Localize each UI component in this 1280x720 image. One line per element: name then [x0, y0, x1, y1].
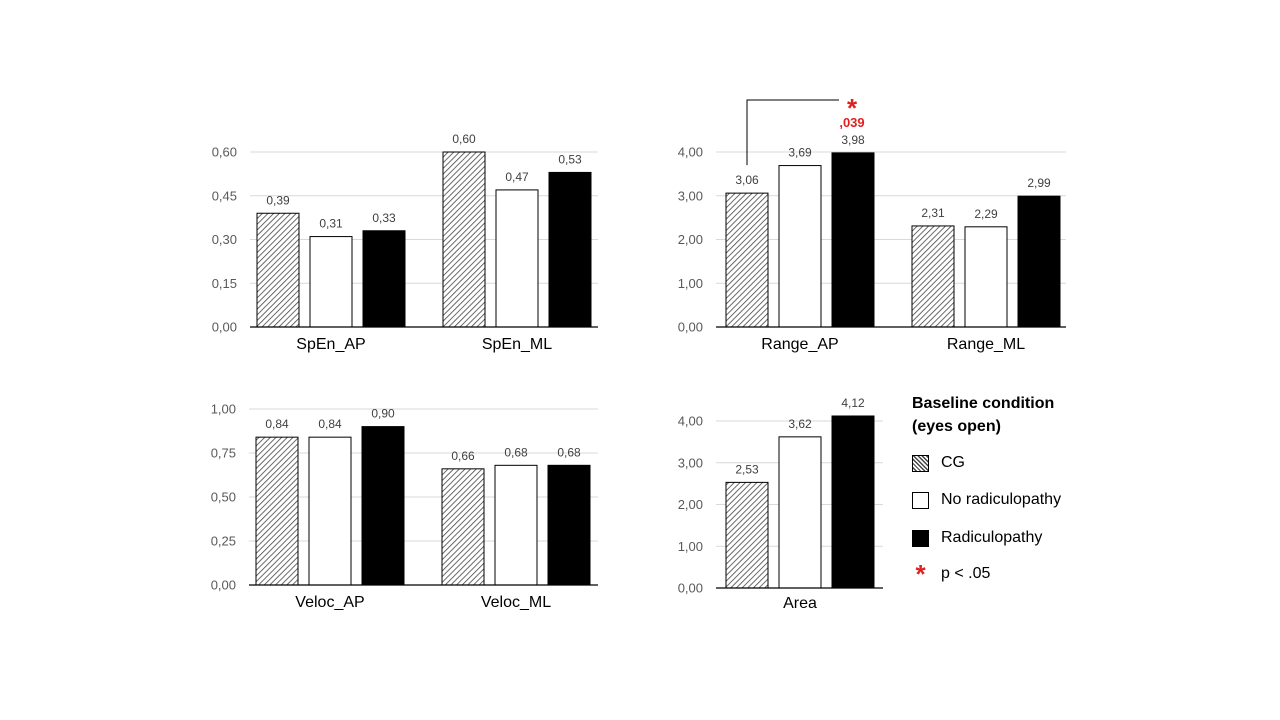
bar-no-radiculopathy-spen-ap [309, 236, 353, 328]
category-label: SpEn_ML [482, 336, 552, 353]
y-tick-label: 0,00 [212, 320, 237, 335]
data-label: 0,66 [451, 449, 475, 463]
chart-panel-3: 0,00 0,25 0,50 0,75 1,00 0,84 0,84 0,90 Veloc_AP… [211, 402, 598, 611]
bar-radiculopathy-veloc-ap [361, 426, 405, 586]
bar-radiculopathy-veloc-ml [547, 464, 591, 586]
bar-no-radiculopathy-veloc-ml [494, 464, 538, 586]
data-label: 3,98 [841, 133, 865, 147]
legend-label-no-radiculopathy: No radiculopathy [941, 491, 1062, 508]
category-label: Veloc_AP [295, 594, 364, 611]
bar-radiculopathy-spen-ap [362, 230, 406, 328]
y-tick-label: 3,00 [678, 455, 703, 470]
y-tick-label: 0,50 [211, 490, 236, 505]
y-tick-label: 0,30 [212, 232, 237, 247]
data-label: 0,33 [372, 211, 396, 225]
y-tick-label: 4,00 [678, 414, 703, 429]
asterisk-icon: * [915, 559, 926, 589]
legend-label-radiculopathy: Radiculopathy [941, 529, 1043, 546]
bar-no-radiculopathy-veloc-ap [308, 436, 352, 586]
y-tick-label: 4,00 [678, 145, 703, 160]
white-swatch-icon [912, 491, 929, 509]
data-label: 2,31 [921, 206, 945, 220]
data-label: 0,90 [371, 407, 395, 421]
data-label: 3,06 [735, 173, 759, 187]
bar-no-radiculopathy-range-ap [778, 165, 822, 328]
data-label: 0,39 [266, 193, 290, 207]
category-label: Range_AP [761, 336, 838, 353]
chart-panel-4: 0,00 1,00 2,00 3,00 4,00 2,53 3,62 4,12 Area [678, 396, 883, 612]
category-label: Range_ML [947, 336, 1025, 353]
data-label: 0,68 [504, 445, 528, 459]
bar-radiculopathy-spen-ml [548, 171, 592, 328]
legend-title: Baseline condition (eyes open) [912, 392, 1112, 438]
y-tick-label: 2,00 [678, 497, 703, 512]
bar-no-radiculopathy-range-ml [964, 226, 1008, 328]
asterisk-icon: * [847, 93, 858, 123]
data-label: 4,12 [841, 396, 865, 410]
data-label: 0,60 [452, 132, 476, 146]
y-tick-label: 0,15 [212, 276, 237, 291]
y-tick-label: 0,45 [212, 188, 237, 203]
data-label: 3,62 [788, 417, 812, 431]
y-tick-label: 0,25 [211, 534, 236, 549]
bar-cg-spen-ap [256, 212, 300, 328]
bar-cg-veloc-ml [441, 468, 485, 586]
bar-cg-veloc-ap [255, 436, 299, 586]
bar-no-radiculopathy-spen-ml [495, 189, 539, 328]
data-label: 0,47 [505, 170, 529, 184]
legend-label-cg: CG [941, 454, 965, 471]
category-label: SpEn_AP [296, 336, 365, 353]
bar-radiculopathy-range-ap [831, 152, 875, 328]
data-label: 0,31 [319, 217, 343, 231]
data-label: 2,53 [735, 462, 759, 476]
legend-item-no-radiculopathy: No radiculopathy [912, 489, 1061, 511]
y-tick-label: 2,00 [678, 232, 703, 247]
y-tick-label: 0,60 [212, 145, 237, 160]
bar-radiculopathy-range-ml [1017, 195, 1061, 328]
chart-panel-2: 0,00 1,00 2,00 3,00 4,00 3,06 3,69 3,98 Range_AP… [678, 93, 1066, 353]
bar-no-radiculopathy-area [778, 436, 822, 589]
y-tick-label: 0,75 [211, 446, 236, 461]
hatched-swatch-icon [912, 454, 929, 472]
chart-panel-1: 0,00 0,15 0,30 0,45 0,60 0,39 0,31 0,33 SpEn_AP 0… [212, 132, 598, 353]
bar-radiculopathy-area [831, 415, 875, 589]
legend-label-significance: p < .05 [941, 565, 991, 582]
category-label: Veloc_ML [481, 594, 551, 611]
data-label: 0,68 [557, 445, 581, 459]
data-label: 2,99 [1027, 176, 1051, 190]
data-label: 2,29 [974, 207, 998, 221]
bar-cg-area [725, 481, 769, 589]
data-label: 0,84 [318, 417, 342, 431]
significance-bracket [746, 99, 839, 166]
p-value-label: ,039 [839, 115, 864, 130]
y-tick-label: 0,00 [678, 581, 703, 596]
black-swatch-icon [912, 529, 929, 547]
category-label: Area [783, 595, 817, 612]
y-tick-label: 1,00 [211, 402, 236, 417]
legend-item-significance: * p < .05 [912, 559, 991, 589]
y-tick-label: 3,00 [678, 188, 703, 203]
data-label: 3,69 [788, 146, 812, 160]
legend-item-cg: CG [912, 452, 965, 474]
data-label: 0,53 [558, 152, 582, 166]
data-label: 0,84 [265, 417, 289, 431]
legend-title-line1: Baseline condition [912, 395, 1055, 412]
y-tick-label: 1,00 [678, 539, 703, 554]
y-tick-label: 1,00 [678, 276, 703, 291]
legend-title-line2: (eyes open) [912, 418, 1001, 435]
legend: Baseline condition (eyes open) CG No rad… [912, 392, 1112, 587]
bar-cg-range-ap [725, 192, 769, 328]
legend-item-radiculopathy: Radiculopathy [912, 527, 1042, 549]
bar-cg-range-ml [911, 225, 955, 328]
y-tick-label: 0,00 [211, 578, 236, 593]
bar-cg-spen-ml [442, 151, 486, 328]
y-tick-label: 0,00 [678, 320, 703, 335]
